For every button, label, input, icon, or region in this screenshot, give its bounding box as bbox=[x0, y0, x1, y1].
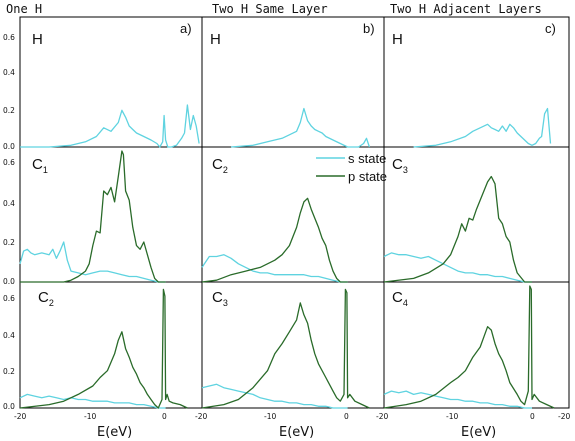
y-ticks-top: 0.6 0.4 0.2 0.0 bbox=[3, 33, 15, 151]
atom-label-b-C2-symbol: C bbox=[212, 156, 223, 173]
atom-label-b-H: H bbox=[210, 31, 221, 48]
a-C1-s-state-line bbox=[19, 241, 166, 283]
atom-label-b-C3: C3 bbox=[212, 289, 228, 308]
y-tick-mid-1: 0.4 bbox=[3, 199, 15, 208]
curves-b-C3 bbox=[201, 288, 370, 409]
atom-label-c-H: H bbox=[392, 31, 403, 48]
panel-label-b: b) bbox=[363, 21, 375, 36]
y-ticks-mid: 0.6 0.4 0.2 0.0 bbox=[3, 158, 15, 286]
x-tick-3: -20 bbox=[195, 412, 207, 421]
b-H-s-state-line bbox=[231, 107, 371, 148]
y-tick-mid-0: 0.6 bbox=[3, 158, 15, 167]
b-C3-s-state-line bbox=[201, 383, 348, 409]
x-tick-4: -10 bbox=[264, 412, 276, 421]
legend-s-label: s state bbox=[348, 151, 386, 166]
x-axis-title-c: E(eV) bbox=[461, 425, 496, 440]
atom-label-a-C2-symbol: C bbox=[38, 289, 49, 306]
c-C3-p-state-line bbox=[383, 175, 532, 283]
y-tick-bot-3: 0.0 bbox=[3, 402, 15, 411]
c-C4-s-state-line bbox=[383, 390, 532, 409]
curves-c-C3 bbox=[383, 175, 532, 283]
atom-label-c-C4: C4 bbox=[392, 289, 408, 308]
y-tick-top-0: 0.6 bbox=[3, 33, 15, 42]
y-tick-bot-1: 0.4 bbox=[3, 331, 15, 340]
y-tick-mid-2: 0.2 bbox=[3, 238, 15, 247]
b-C3-p-state-line bbox=[201, 288, 370, 409]
b-C2-s-state-line bbox=[201, 254, 348, 283]
panel-b-C2 bbox=[201, 146, 385, 283]
atom-label-a-C2: C2 bbox=[38, 289, 54, 308]
x-axis-title-a: E(eV) bbox=[97, 425, 132, 440]
legend-p-label: p state bbox=[348, 169, 387, 184]
y-tick-top-1: 0.4 bbox=[3, 68, 15, 77]
a-C2-s-state-line bbox=[19, 393, 166, 409]
a-H-s-state-line bbox=[20, 104, 200, 148]
y-ticks-bot: 0.6 0.4 0.2 0.0 bbox=[3, 294, 15, 411]
x-tick-2: 0 bbox=[162, 412, 167, 421]
panel-c-C3 bbox=[383, 146, 570, 283]
col-title-c: Two H Adjacent Layers bbox=[390, 2, 542, 16]
atom-label-a-C1-sub: 1 bbox=[43, 165, 48, 175]
atom-label-a-C1: C1 bbox=[32, 156, 48, 175]
a-C1-p-state-line bbox=[20, 150, 166, 283]
atom-label-a-H: H bbox=[32, 31, 43, 48]
a-C2-p-state-line bbox=[19, 288, 188, 409]
x-tick-5: 0 bbox=[344, 412, 349, 421]
atom-label-b-C3-symbol: C bbox=[212, 289, 223, 306]
curves-c-C4 bbox=[383, 285, 555, 409]
atom-label-b-C2-sub: 2 bbox=[223, 165, 228, 175]
c-H-s-state-line bbox=[413, 107, 552, 148]
col-title-a: One H bbox=[6, 2, 42, 16]
curves-a-C2 bbox=[19, 288, 188, 409]
c-C4-p-state-line bbox=[383, 285, 555, 409]
curves-c-H bbox=[413, 107, 552, 148]
legend: s state p state bbox=[316, 151, 387, 184]
y-tick-top-3: 0.0 bbox=[3, 142, 15, 151]
atom-label-b-C3-sub: 3 bbox=[223, 298, 228, 308]
atom-label-b-C2: C2 bbox=[212, 156, 228, 175]
x-tick-1: -10 bbox=[84, 412, 96, 421]
atom-label-c-C4-sub: 4 bbox=[403, 298, 408, 308]
panel-c-H bbox=[383, 16, 570, 148]
x-ticks: -20 -10 0 -20 -10 0 -20 -10 0 -20 bbox=[14, 412, 570, 421]
x-tick-9: -20 bbox=[558, 412, 570, 421]
curves-b-H bbox=[231, 107, 371, 148]
x-tick-6: -20 bbox=[376, 412, 388, 421]
atom-label-c-C3-sub: 3 bbox=[403, 165, 408, 175]
panel-label-c: c) bbox=[545, 21, 556, 36]
atom-label-c-C3-symbol: C bbox=[392, 156, 403, 173]
c-C3-s-state-line bbox=[383, 252, 532, 283]
curves-a-C1 bbox=[19, 150, 166, 283]
panel-c-C4 bbox=[383, 281, 570, 409]
panel-label-a: a) bbox=[180, 21, 192, 36]
col-title-b: Two H Same Layer bbox=[212, 2, 328, 16]
x-tick-7: -10 bbox=[446, 412, 458, 421]
panel-b-H bbox=[201, 16, 385, 148]
y-tick-mid-3: 0.0 bbox=[3, 277, 15, 286]
atom-label-b-H-symbol: H bbox=[210, 31, 221, 48]
atom-label-c-C4-symbol: C bbox=[392, 289, 403, 306]
y-tick-bot-2: 0.2 bbox=[3, 367, 15, 376]
y-tick-top-2: 0.2 bbox=[3, 106, 15, 115]
panel-a-H bbox=[19, 16, 203, 148]
x-tick-0: -20 bbox=[14, 412, 26, 421]
atom-label-a-C2-sub: 2 bbox=[49, 298, 54, 308]
atom-label-a-H-symbol: H bbox=[32, 31, 43, 48]
b-C2-p-state-line bbox=[201, 197, 348, 283]
atom-label-a-C1-symbol: C bbox=[32, 156, 43, 173]
atom-label-c-C3: C3 bbox=[392, 156, 408, 175]
y-tick-bot-0: 0.6 bbox=[3, 294, 15, 303]
x-axis-title-b: E(eV) bbox=[279, 425, 314, 440]
curves-a-H bbox=[20, 104, 200, 148]
atom-label-c-H-symbol: H bbox=[392, 31, 403, 48]
curves-b-C2 bbox=[201, 197, 348, 283]
x-tick-8: 0 bbox=[530, 412, 535, 421]
